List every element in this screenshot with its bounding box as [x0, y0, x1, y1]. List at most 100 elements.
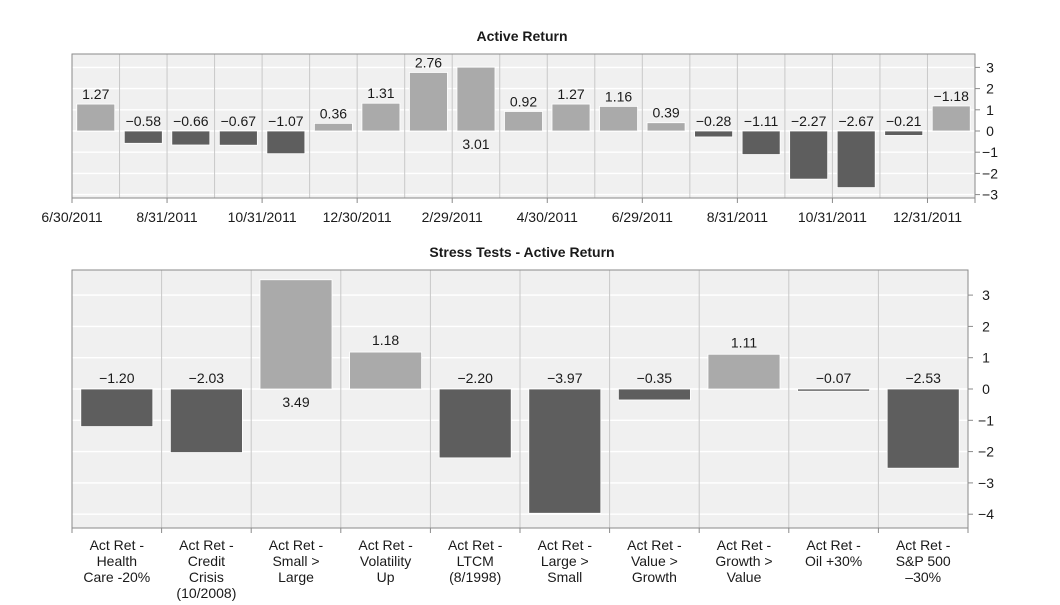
y-tick-label: −1: [982, 144, 998, 160]
data-label: −2.03: [189, 370, 225, 386]
data-label: 3.49: [282, 394, 309, 410]
data-label: 3.01: [462, 136, 489, 152]
y-tick-label: 3: [986, 59, 994, 75]
y-tick-label: 2: [982, 318, 990, 334]
data-label: −1.07: [268, 113, 304, 129]
bar: [313, 122, 353, 132]
bar: [836, 130, 876, 189]
x-tick-label: 10/31/2011: [228, 209, 297, 225]
x-tick-label: 2/29/2011: [422, 209, 483, 225]
category-label: Value: [727, 569, 762, 585]
data-label: 1.31: [367, 85, 394, 101]
data-label: −0.21: [886, 113, 922, 129]
data-label: −0.07: [816, 370, 852, 386]
y-tick-label: 0: [986, 123, 994, 139]
data-label: −0.28: [696, 113, 732, 129]
category-label: Large >: [541, 553, 589, 569]
x-tick-label: 6/29/2011: [612, 209, 673, 225]
x-tick-label: 4/30/2011: [517, 209, 578, 225]
bar: [266, 130, 306, 155]
category-label: S&P 500: [896, 553, 951, 569]
bar: [349, 351, 423, 390]
bar: [80, 388, 154, 427]
bar: [551, 103, 591, 132]
bar: [409, 72, 448, 132]
y-tick-label: 2: [986, 81, 994, 97]
bar: [259, 279, 333, 390]
bar: [169, 388, 243, 453]
category-label: Growth: [632, 569, 677, 585]
data-label: 1.18: [372, 332, 399, 348]
data-label: −1.18: [934, 88, 970, 104]
data-label: 1.11: [731, 334, 757, 350]
data-label: 1.16: [605, 88, 632, 104]
x-tick-label: 6/30/2011: [41, 209, 102, 225]
active-return-title: Active Return: [476, 28, 567, 44]
bar: [456, 66, 496, 132]
y-tick-label: −4: [978, 506, 994, 522]
bar: [171, 130, 211, 146]
y-tick-label: −2: [982, 165, 998, 181]
x-tick-label: 8/31/2011: [707, 209, 768, 225]
y-tick-label: −2: [978, 444, 994, 460]
x-tick-label: 8/31/2011: [136, 209, 197, 225]
data-label: −0.67: [221, 113, 257, 129]
bar: [123, 130, 163, 144]
category-label: Small >: [272, 553, 319, 569]
bar: [528, 388, 602, 514]
active-return-chart: Active Return 1.27 −0.58 −0.66 −0.67 −1.07 0.…: [41, 28, 998, 225]
category-label: Act Ret -: [896, 537, 951, 553]
data-label: −0.35: [637, 370, 673, 386]
bar: [618, 388, 691, 401]
bar: [797, 388, 870, 392]
category-label: Oil +30%: [805, 553, 862, 569]
category-label: Act Ret -: [717, 537, 772, 553]
y-tick-label: 3: [982, 287, 990, 303]
data-label: 1.27: [557, 86, 584, 102]
x-tick-label: 12/31/2011: [893, 209, 962, 225]
bar: [76, 103, 116, 132]
category-label: Value >: [631, 553, 678, 569]
stress-tests-chart: Stress Tests - Active Return −1.20 Act Re…: [71, 244, 994, 601]
category-label: LTCM: [457, 553, 494, 569]
bar: [361, 102, 401, 132]
category-label: Up: [377, 569, 395, 585]
category-label: (10/2008): [176, 585, 236, 601]
y-tick-label: 1: [986, 102, 994, 118]
x-tick-label: 10/31/2011: [798, 209, 867, 225]
data-label: −2.27: [791, 113, 827, 129]
data-label: −0.58: [126, 113, 162, 129]
category-label: Act Ret -: [538, 537, 593, 553]
bar: [789, 130, 829, 180]
category-label: Volatility: [360, 553, 411, 569]
data-label: −3.97: [547, 370, 583, 386]
category-label: Large: [278, 569, 314, 585]
category-label: –30%: [905, 569, 941, 585]
category-label: Credit: [188, 553, 225, 569]
category-label: Act Ret -: [806, 537, 861, 553]
category-label: Act Ret -: [448, 537, 503, 553]
plot-border: [71, 53, 976, 199]
category-label: Care -20%: [83, 569, 150, 585]
data-label: −2.20: [457, 370, 493, 386]
y-tick-label: −1: [978, 412, 994, 428]
data-label: −1.20: [99, 370, 135, 386]
category-label: Act Ret -: [358, 537, 413, 553]
bar: [504, 111, 543, 132]
bar: [931, 105, 971, 132]
bar: [741, 130, 781, 155]
data-label: 0.36: [320, 105, 347, 121]
category-label: Health: [97, 553, 137, 569]
category-label: (8/1998): [449, 569, 501, 585]
category-label: Act Ret -: [179, 537, 234, 553]
category-label: Crisis: [189, 569, 224, 585]
bar: [646, 122, 686, 132]
data-label: 0.39: [652, 105, 679, 121]
category-label: Growth >: [715, 553, 772, 569]
data-label: 2.76: [415, 54, 442, 70]
bar: [694, 130, 734, 138]
y-tick-label: −3: [978, 475, 994, 491]
data-label: −2.67: [838, 113, 874, 129]
category-label: Act Ret -: [627, 537, 682, 553]
